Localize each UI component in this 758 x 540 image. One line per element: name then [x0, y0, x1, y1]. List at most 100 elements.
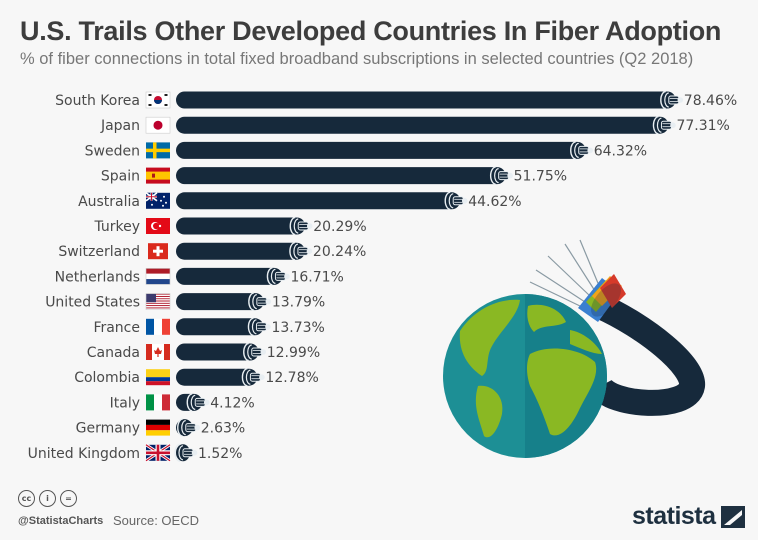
category-label: Canada: [87, 345, 140, 361]
category-label: Netherlands: [55, 269, 140, 285]
flag-au-icon: [145, 192, 170, 209]
bar-row: Turkey 20.29%: [93, 216, 367, 236]
flag-es-icon: [146, 167, 170, 184]
cable-end-icon: [652, 116, 676, 135]
attribution-icon: i: [39, 490, 56, 507]
cable-end-icon: [247, 317, 271, 336]
bar: [176, 318, 264, 336]
category-label: Sweden: [85, 143, 140, 159]
category-label: Spain: [101, 169, 140, 185]
flag-jp-icon: [145, 116, 171, 134]
twitter-handle: @StatistaCharts: [18, 515, 104, 527]
cable-end-icon: [241, 368, 265, 387]
value-label: 4.12%: [210, 395, 254, 411]
value-label: 44.62%: [468, 194, 521, 210]
bar: [176, 116, 669, 134]
globe-fiber-illustration: [443, 239, 705, 458]
globe-icon: [443, 294, 607, 458]
category-label: Japan: [100, 118, 140, 134]
category-label: Switzerland: [58, 244, 140, 260]
value-label: 12.78%: [265, 370, 318, 386]
bar-row: Switzerland 20.24%: [58, 242, 366, 261]
value-label: 13.73%: [271, 320, 324, 336]
cable-end-icon: [174, 443, 198, 462]
flag-nl-icon: [145, 268, 171, 285]
cc-icon: cc: [18, 490, 35, 507]
category-label: United States: [45, 295, 140, 311]
bar-row: United Kingdom 1.52%: [28, 443, 242, 463]
value-label: 16.71%: [290, 269, 343, 285]
category-label: United Kingdom: [28, 446, 140, 462]
category-label: Australia: [78, 194, 140, 210]
flag-de-icon: [146, 419, 170, 436]
cable-end-icon: [177, 418, 201, 437]
flag-se-icon: [146, 142, 170, 159]
cable-end-icon: [186, 393, 210, 412]
bar-row: Netherlands 16.71%: [55, 267, 344, 286]
flag-ca-icon: [146, 344, 170, 360]
bar: [176, 91, 676, 109]
flag-ch-icon: [148, 243, 168, 260]
bar: [176, 343, 259, 361]
value-label: 20.29%: [313, 219, 366, 235]
license-icons: cc i =: [18, 490, 77, 507]
flag-it-icon: [146, 394, 170, 411]
category-label: Germany: [76, 421, 140, 437]
no-derivatives-icon: =: [60, 490, 77, 507]
bar: [176, 267, 283, 285]
bar-row: Italy 4.12%: [110, 393, 255, 412]
bar: [176, 167, 506, 185]
bar: [176, 368, 258, 386]
flag-us-icon: [145, 293, 171, 310]
fiber-cable: [588, 294, 705, 416]
bar-row: Germany 2.63%: [76, 418, 245, 437]
value-label: 77.31%: [676, 118, 729, 134]
value-label: 78.46%: [684, 93, 737, 109]
flag-co-icon: [146, 369, 170, 386]
value-label: 20.24%: [313, 244, 366, 260]
cable-end-icon: [266, 267, 290, 286]
fiber-strands: [529, 239, 626, 322]
flag-kr-icon: [145, 91, 171, 109]
category-label: Turkey: [93, 219, 140, 235]
category-label: Italy: [110, 395, 140, 411]
value-label: 13.79%: [272, 295, 325, 311]
bar-row: Canada 12.99%: [87, 342, 320, 362]
bar-row: Spain 51.75%: [101, 166, 567, 185]
statista-logo-icon: [720, 505, 745, 528]
statista-logo[interactable]: statista: [632, 502, 745, 531]
category-label: South Korea: [55, 93, 140, 109]
brand-name: statista: [632, 502, 716, 530]
cable-end-icon: [248, 292, 272, 311]
bar: [176, 393, 203, 411]
flag-fr-icon: [146, 318, 170, 335]
bar: [176, 217, 306, 235]
chart-subtitle: % of fiber connections in total fixed br…: [20, 50, 694, 68]
bar-row: United States 13.79%: [45, 292, 325, 311]
bar-row: Colombia 12.78%: [74, 368, 319, 387]
cable-end-icon: [289, 242, 313, 261]
value-label: 64.32%: [594, 143, 647, 159]
value-label: 1.52%: [198, 446, 242, 462]
flag-gb-icon: [145, 443, 171, 463]
bar-row: Australia 44.62%: [78, 191, 522, 210]
bar-row: Sweden 64.32%: [85, 141, 647, 160]
value-label: 51.75%: [514, 169, 567, 185]
bar: [176, 141, 586, 159]
chart-title: U.S. Trails Other Developed Countries In…: [20, 16, 722, 46]
bar: [176, 192, 461, 210]
category-label: Colombia: [74, 370, 140, 386]
value-label: 12.99%: [267, 345, 320, 361]
bar: [176, 242, 305, 260]
bar-chart: South Korea 78.46% Japan 77.31% Sweden 64.32%…: [28, 90, 737, 463]
cable-end-icon: [660, 90, 684, 110]
bar-row: South Korea 78.46%: [55, 90, 737, 110]
cable-end-icon: [570, 141, 594, 160]
bar-row: Japan 77.31%: [100, 116, 730, 135]
bar-row: France 13.73%: [93, 317, 325, 336]
category-label: France: [93, 320, 140, 336]
cable-end-icon: [289, 216, 313, 236]
cable-end-icon: [243, 342, 267, 362]
cable-end-icon: [489, 166, 513, 185]
bar: [176, 293, 264, 311]
